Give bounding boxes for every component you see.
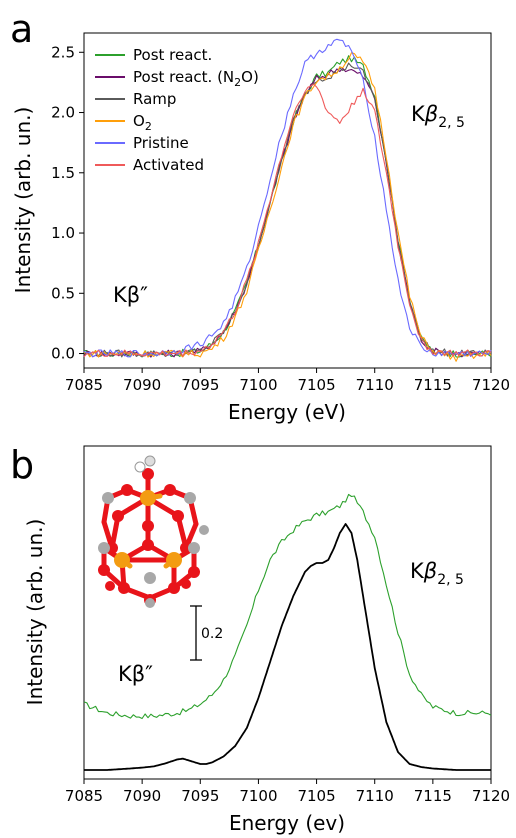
x-tick-label: 7085: [65, 787, 103, 805]
series-line-pristine: [83, 38, 492, 358]
annotation-kbeta-dprime-a: Kβ″: [113, 283, 148, 307]
x-tick-label: 7095: [181, 787, 219, 805]
x-axis-title-a: Energy (eV): [228, 400, 346, 424]
x-axis-title-b: Energy (ev): [229, 811, 345, 835]
series-line-measured: [83, 493, 492, 720]
legend-label: Post react. (N2O): [133, 68, 259, 89]
panel-a: a 7085 7090 7095 7100 7105 7110 7115 7120 0.00.…: [10, 7, 510, 424]
legend-label: Ramp: [133, 90, 176, 108]
plot-b-lines: [83, 493, 492, 771]
y-tick-label: 2.0: [51, 104, 75, 122]
legend-label: Pristine: [133, 134, 189, 152]
y-axis-title-a: Intensity (arb. un.): [11, 107, 35, 294]
annotation-kbeta25-a: Kβ2, 5: [411, 102, 465, 131]
series-line-activated: [83, 83, 492, 358]
x-tick-label: 7085: [65, 376, 103, 394]
x-tick-label: 7120: [472, 787, 510, 805]
x-tick-label: 7115: [414, 787, 452, 805]
legend-label: O2: [133, 112, 152, 133]
x-tick-label: 7090: [123, 376, 161, 394]
plot-a-lines: [83, 38, 492, 362]
x-tick-label: 7120: [472, 376, 510, 394]
series-line-calculated: [84, 523, 491, 771]
panel-b-letter: b: [10, 443, 34, 487]
plot-a-x-ticks: 7085 7090 7095 7100 7105 7110 7115 7120: [65, 368, 510, 394]
panel-b: b 7085 7090 7095 7100 7105 7110 7115 7120 Energ…: [10, 443, 510, 835]
x-tick-label: 7115: [414, 376, 452, 394]
x-tick-label: 7110: [356, 787, 394, 805]
plot-b-frame: [83, 445, 492, 780]
series-line-o: [83, 52, 492, 362]
x-tick-label: 7105: [297, 376, 335, 394]
y-tick-label: 2.5: [51, 43, 75, 61]
y-tick-label: 1.5: [51, 164, 75, 182]
y-tick-label: 0.5: [51, 284, 75, 302]
annotation-kbeta-dprime-b: Kβ″: [118, 662, 153, 686]
x-tick-label: 7095: [181, 376, 219, 394]
plot-a-y-ticks: 0.0 0.5 1.0 1.5 2.0 2.5: [51, 43, 84, 363]
annotation-kbeta25-b: Kβ2, 5: [410, 559, 464, 588]
molecule-structure-image: [98, 455, 209, 608]
x-tick-label: 7105: [297, 787, 335, 805]
scale-bar-label: 0.2: [201, 626, 223, 642]
x-tick-label: 7100: [239, 787, 277, 805]
y-axis-title-b: Intensity (arb. un.): [23, 519, 47, 706]
y-tick-label: 0.0: [51, 345, 75, 363]
x-tick-label: 7090: [123, 787, 161, 805]
plot-a-frame: [83, 32, 492, 369]
plot-b-x-ticks: 7085 7090 7095 7100 7105 7110 7115 7120: [65, 779, 510, 805]
scale-bar: 0.2: [190, 605, 223, 661]
panel-a-letter: a: [10, 7, 33, 51]
legend-a: Post react. Post react. (N2O)Ramp O2Pristi…: [95, 46, 259, 174]
y-tick-label: 1.0: [51, 224, 75, 242]
x-tick-label: 7100: [239, 376, 277, 394]
legend-label: Post react.: [133, 46, 212, 64]
legend-label: Activated: [133, 156, 204, 174]
x-tick-label: 7110: [356, 376, 394, 394]
